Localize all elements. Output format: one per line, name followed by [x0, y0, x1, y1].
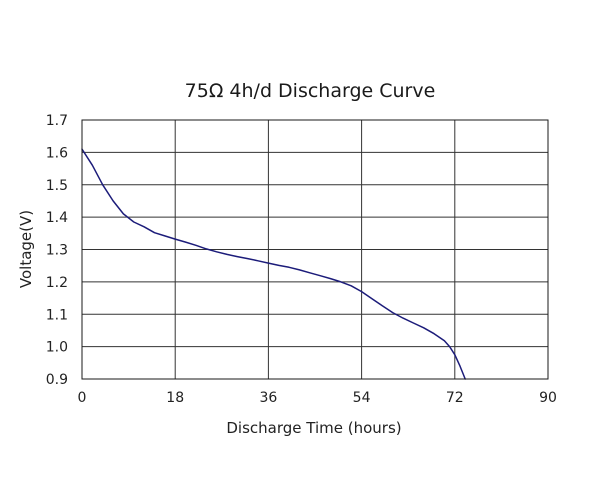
y-tick-label: 0.9	[46, 372, 68, 388]
x-tick-label: 0	[78, 390, 87, 406]
y-tick-label: 1.3	[46, 243, 68, 259]
y-tick-label: 1.4	[46, 210, 68, 226]
x-tick-label: 54	[353, 390, 371, 406]
y-tick-label: 1.1	[46, 307, 68, 323]
x-tick-label: 72	[446, 390, 464, 406]
x-tick-label: 18	[166, 390, 184, 406]
y-tick-label: 1.7	[46, 113, 68, 129]
chart-title: 75Ω 4h/d Discharge Curve	[185, 80, 436, 102]
x-tick-label: 36	[259, 390, 277, 406]
x-tick-label: 90	[539, 390, 557, 406]
x-axis-label: Discharge Time (hours)	[226, 419, 401, 437]
y-tick-label: 1.6	[46, 145, 68, 161]
plot-frame	[81, 119, 549, 380]
y-tick-label: 1.2	[46, 275, 68, 291]
y-tick-label: 1.5	[46, 178, 68, 194]
discharge-curve-line	[81, 148, 466, 380]
grid	[81, 119, 549, 380]
y-axis-label: Voltage(V)	[17, 210, 35, 288]
y-tick-label: 1.0	[46, 340, 68, 356]
tick-labels: 0 18 36 54 72 90 0.9 1.0 1.1 1.2 1.3 1.4 1.5 1.6 1.7	[46, 113, 557, 406]
series-layer	[81, 148, 466, 380]
